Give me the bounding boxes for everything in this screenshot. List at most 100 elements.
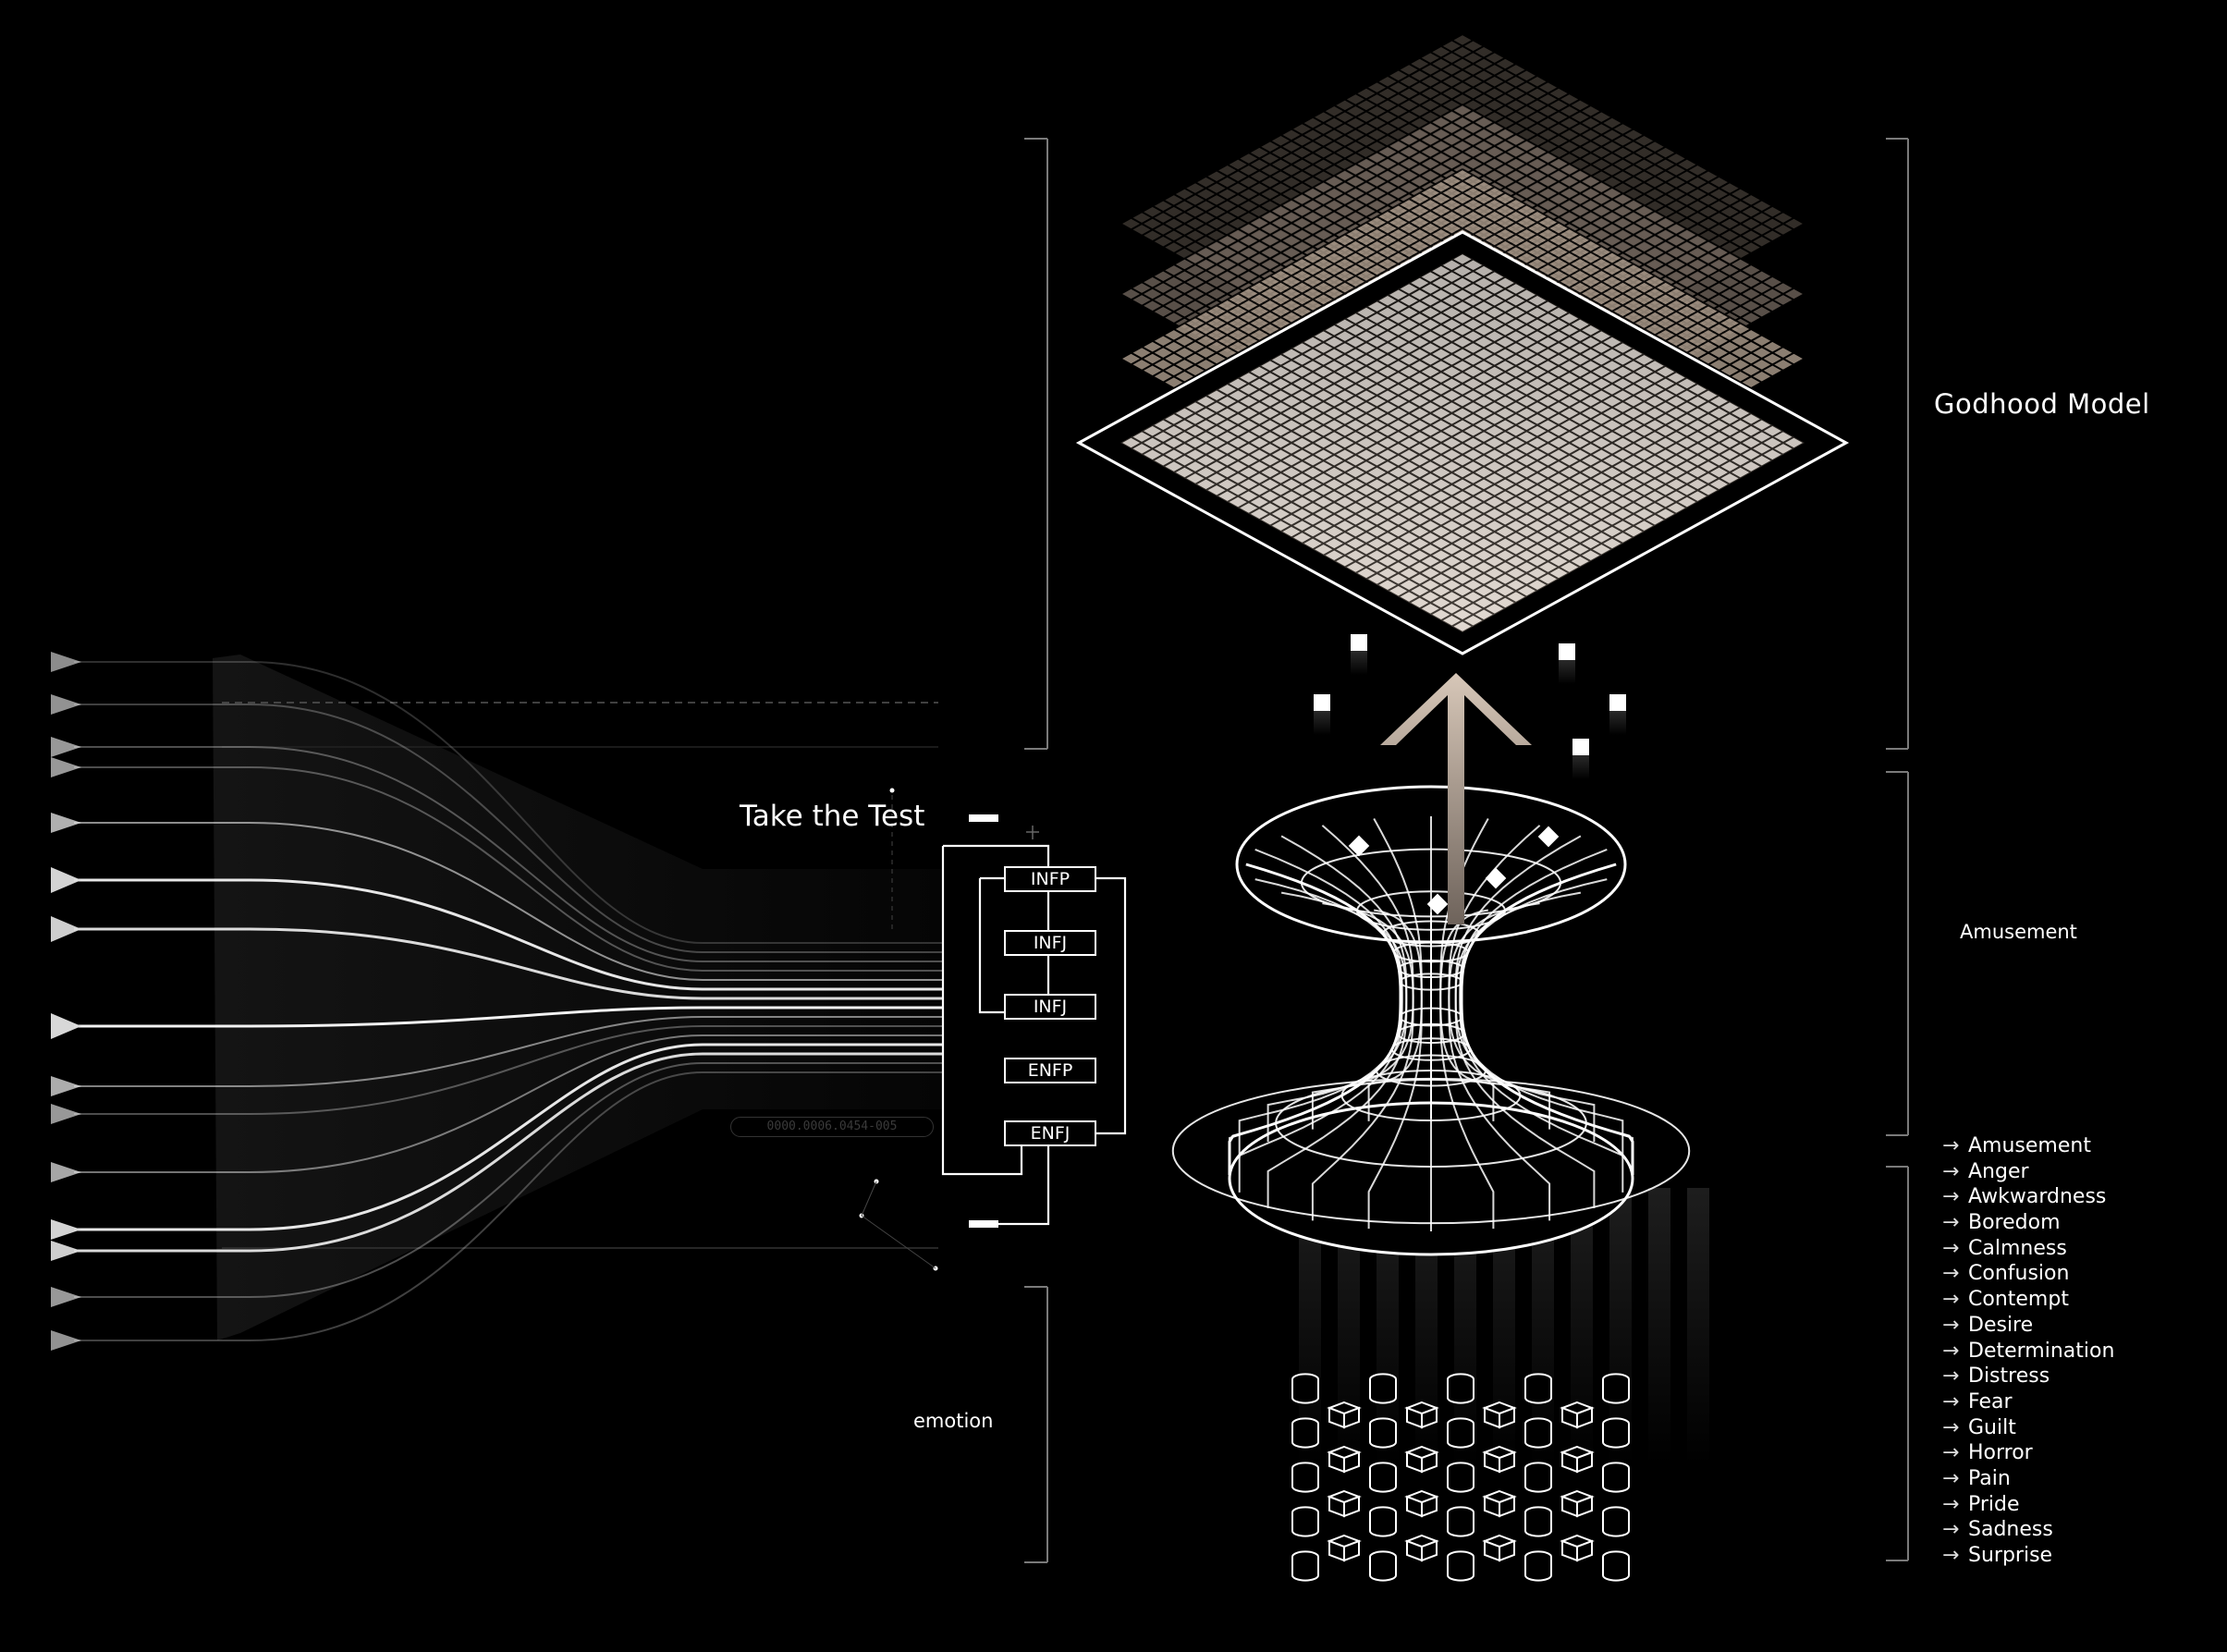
cube-side	[1499, 1406, 1515, 1429]
cube-cluster	[1291, 1373, 1630, 1582]
arrow-icon: →	[1942, 1492, 1960, 1516]
emotion-item: → Amusement	[1942, 1133, 2114, 1159]
mbti-type[interactable]: INFP	[1004, 866, 1096, 892]
cube-icon	[1537, 826, 1560, 848]
cylinder-body	[1291, 1468, 1319, 1493]
emotion-item: → Sadness	[1942, 1517, 2114, 1543]
input-arrow-icon	[51, 1162, 81, 1182]
input-arrow-icon	[51, 1104, 81, 1124]
cylinder-icon	[1291, 1417, 1319, 1449]
input-line	[74, 878, 943, 991]
cube-icon	[1327, 1534, 1362, 1562]
cube-side	[1499, 1450, 1515, 1474]
cube-icon	[1404, 1534, 1439, 1562]
input-arrow-icon	[51, 694, 81, 715]
emotion-item: → Horror	[1942, 1440, 2114, 1466]
mbti-type[interactable]: ENFP	[1004, 1058, 1096, 1083]
emotion-item: → Calmness	[1942, 1236, 2114, 1262]
cylinder-icon	[1447, 1462, 1474, 1493]
cylinder-body	[1524, 1512, 1552, 1537]
cube-icon	[1560, 1445, 1595, 1474]
arrow-icon: →	[1942, 1415, 1960, 1439]
cube-icon	[1560, 1489, 1595, 1518]
cube-side	[1421, 1406, 1438, 1429]
cylinder-body	[1602, 1379, 1630, 1404]
arrow-icon: →	[1942, 1288, 1960, 1312]
cylinder-icon	[1602, 1550, 1630, 1582]
arrow-icon: →	[1942, 1134, 1960, 1157]
cube-side	[1576, 1539, 1593, 1562]
cylinder-icon	[1369, 1417, 1397, 1449]
cylinder-icon	[1524, 1417, 1552, 1449]
circuit-wire	[978, 878, 1004, 1014]
arrow-icon: →	[1942, 1518, 1960, 1542]
node-link	[861, 1181, 936, 1269]
model-layers	[1075, 33, 1850, 655]
arrow-icon: →	[1942, 1262, 1960, 1286]
cube-side	[1421, 1450, 1438, 1474]
arrow-icon: →	[1942, 1211, 1960, 1235]
cylinder-icon	[1524, 1550, 1552, 1582]
cube-side	[1499, 1495, 1515, 1518]
arrow-icon: →	[1942, 1364, 1960, 1389]
cube-side	[1576, 1495, 1593, 1518]
wormhole-meridian	[1367, 818, 1423, 1121]
cylinder-icon	[1602, 1417, 1630, 1449]
cylinder-icon	[1369, 1462, 1397, 1493]
arrow-icon: →	[1942, 1313, 1960, 1337]
cylinder-icon	[1524, 1373, 1552, 1404]
input-line	[74, 746, 943, 962]
mbti-type[interactable]: INFJ	[1004, 994, 1096, 1020]
cylinder-icon	[1524, 1506, 1552, 1537]
cylinder-body	[1524, 1424, 1552, 1449]
funnel-body	[213, 655, 943, 1340]
cylinder-icon	[1291, 1373, 1319, 1404]
input-arrow-icon	[51, 757, 81, 777]
cube-shadow	[1314, 711, 1330, 735]
cube-side	[1343, 1539, 1360, 1562]
arrow-icon: →	[1942, 1159, 1960, 1183]
cylinder-body	[1602, 1557, 1630, 1582]
input-funnel	[51, 652, 943, 1351]
input-line	[74, 661, 943, 944]
data-column	[1687, 1188, 1709, 1465]
terminal	[969, 814, 998, 822]
circuit-wire	[1095, 876, 1127, 1135]
model-title: Godhood Model	[1934, 388, 2150, 420]
wormhole-meridian	[1266, 835, 1408, 1143]
wormhole-meridian	[1448, 902, 1551, 1221]
cube-icon	[1485, 867, 1507, 889]
input-line	[74, 927, 943, 1000]
cylinder-icon	[1369, 1373, 1397, 1404]
cylinder-body	[1369, 1379, 1397, 1404]
cylinder-body	[1447, 1424, 1474, 1449]
arrow-icon: →	[1942, 1389, 1960, 1413]
input-line	[74, 1062, 943, 1298]
cylinder-icon	[1369, 1506, 1397, 1537]
cylinder-body	[1369, 1424, 1397, 1449]
emotion-label: Confusion	[1968, 1262, 2070, 1286]
emotion-item: → Fear	[1942, 1389, 2114, 1415]
cylinder-body	[1602, 1468, 1630, 1493]
cylinder-body	[1447, 1512, 1474, 1537]
cylinder-icon	[1447, 1417, 1474, 1449]
wormhole-meridian	[1311, 825, 1414, 1130]
arrow-icon: →	[1942, 1236, 1960, 1260]
mbti-type[interactable]: INFJ	[1004, 930, 1096, 956]
cylinder-icon	[1291, 1550, 1319, 1582]
take-test-button[interactable]: Take the Test	[740, 800, 925, 833]
wormhole-meridian	[1238, 848, 1403, 1158]
cylinder-body	[1369, 1557, 1397, 1582]
cube-icon	[1482, 1534, 1517, 1562]
cube-icon	[1327, 1445, 1362, 1474]
cube-shadow	[1609, 711, 1626, 735]
input-line	[74, 766, 943, 972]
emotion-item: → Confusion	[1942, 1261, 2114, 1287]
emotion-label: Fear	[1968, 1389, 2013, 1413]
emotion-label: Pride	[1968, 1492, 2020, 1516]
mbti-type[interactable]: ENFJ	[1004, 1120, 1096, 1146]
input-line	[74, 1006, 943, 1028]
circuit-wire	[998, 1145, 1050, 1226]
cylinder-body	[1602, 1424, 1630, 1449]
